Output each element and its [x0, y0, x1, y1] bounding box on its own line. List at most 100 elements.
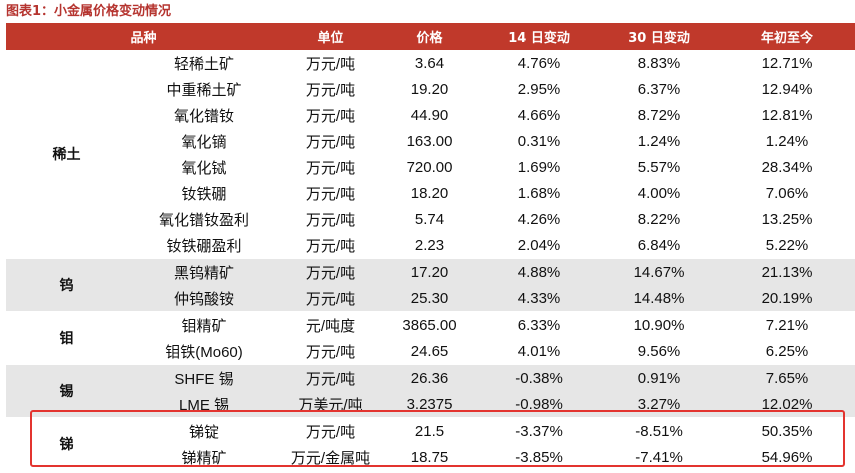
- item-name-cell: 锑锭: [127, 417, 282, 444]
- price-cell: 3865.00: [380, 311, 480, 338]
- table-row: LME 锡万美元/吨 3.2375 -0.98% 3.27% 12.02%: [6, 391, 855, 418]
- change-30d-cell: 4.00%: [637, 184, 681, 202]
- header-ytd-change: 年初至今: [719, 23, 855, 50]
- change-14d-cell: 1.68%: [517, 184, 561, 202]
- table-row: 钨黑钨精矿 万元/吨 17.20 4.88% 14.67% 21.13%: [6, 258, 855, 312]
- table-row: 锡 SHFE 锡万元/吨 26.36 -0.38% 0.91% 7.65%: [6, 364, 855, 418]
- header-unit: 单位: [281, 23, 381, 50]
- change-30d-cell: 6.84%: [637, 236, 681, 254]
- change-ytd-cell: 5.22%: [765, 236, 809, 254]
- price-cell: 2.23: [414, 236, 445, 254]
- change-14d-cell: -3.85%: [515, 448, 563, 466]
- header-variety: 品种: [6, 23, 282, 50]
- category-cell: 钨: [6, 258, 127, 312]
- item-name-cell: 钕铁硼: [181, 185, 227, 203]
- category-cell: 钼: [6, 311, 127, 365]
- table-row: 钕铁硼盈利 万元/吨 2.23 2.04% 6.84% 5.22%: [6, 232, 855, 259]
- unit-cell: 万美元/吨: [281, 391, 381, 418]
- change-30d-cell: 3.27%: [599, 391, 720, 418]
- change-ytd-cell: 12.02%: [719, 391, 855, 418]
- table-row: 氧化铽 万元/吨 720.00 1.69% 5.57% 28.34%: [6, 154, 855, 180]
- change-14d-cell: 4.26%: [517, 210, 561, 228]
- change-ytd-cell: 12.94%: [761, 80, 813, 98]
- change-14d-cell: -3.37%: [479, 417, 600, 444]
- price-cell: 24.65: [410, 342, 449, 360]
- price-cell: 5.74: [414, 210, 445, 228]
- item-name-cell: LME 锡: [127, 391, 282, 418]
- table-row: 锑锑锭 万元/吨 21.5 -3.37% -8.51% 50.35%: [6, 417, 855, 470]
- price-cell: 17.20: [380, 258, 480, 285]
- unit-cell: 万元/吨: [281, 285, 381, 312]
- unit-cell: 万元/吨: [305, 55, 356, 73]
- change-30d-cell: 14.67%: [599, 258, 720, 285]
- header-price: 价格: [380, 23, 480, 50]
- unit-cell: 万元/吨: [305, 343, 356, 361]
- item-name-cell: 轻稀土矿: [174, 55, 235, 73]
- change-30d-cell: -7.41%: [635, 448, 683, 466]
- table-row: 钕铁硼 万元/吨 18.20 1.68% 4.00% 7.06%: [6, 180, 855, 206]
- change-ytd-cell: 54.96%: [761, 448, 813, 466]
- item-name-cell: 锑精矿: [181, 449, 227, 467]
- change-30d-cell: 14.48%: [599, 285, 720, 312]
- change-14d-cell: 2.04%: [517, 236, 561, 254]
- change-30d-cell: -8.51%: [599, 417, 720, 444]
- item-name-cell: 中重稀土矿: [166, 81, 242, 99]
- change-14d-cell: 1.69%: [517, 158, 561, 176]
- price-cell: 163.00: [406, 132, 453, 150]
- change-ytd-cell: 7.06%: [765, 184, 809, 202]
- category-cell: 锑: [6, 417, 127, 470]
- change-14d-cell: -0.38%: [479, 364, 600, 391]
- category-cell: 锡: [6, 364, 127, 418]
- table-row: 稀土 轻稀土矿 万元/吨 3.64 4.76% 8.83% 12.71%: [6, 50, 855, 164]
- change-ytd-cell: 13.25%: [761, 210, 813, 228]
- change-14d-cell: -0.98%: [479, 391, 600, 418]
- header-30d-change: 30 日变动: [599, 23, 720, 50]
- unit-cell: 元/吨度: [281, 311, 381, 338]
- change-ytd-cell: 7.21%: [719, 311, 855, 338]
- unit-cell: 万元/吨: [305, 185, 356, 203]
- table-row: 钼铁(Mo60) 万元/吨 24.65 4.01% 9.56% 6.25%: [6, 338, 855, 365]
- unit-cell: 万元/吨: [281, 417, 381, 444]
- change-14d-cell: 4.01%: [517, 342, 561, 360]
- item-name-cell: 仲钨酸铵: [127, 285, 282, 312]
- unit-cell: 万元/吨: [281, 258, 381, 285]
- unit-cell: 万元/吨: [305, 211, 356, 229]
- change-14d-cell: 4.33%: [479, 285, 600, 312]
- item-name-cell: 氧化镝: [181, 133, 227, 151]
- change-30d-cell: 8.83%: [637, 54, 681, 72]
- unit-cell: 万元/吨: [305, 107, 356, 125]
- header-row: 品种 单位 价格 14 日变动 30 日变动 年初至今: [6, 23, 855, 50]
- price-cell: 720.00: [406, 158, 453, 176]
- item-name-cell: 钼精矿: [127, 311, 282, 338]
- price-cell: 3.2375: [380, 391, 480, 418]
- change-14d-cell: 4.76%: [517, 54, 561, 72]
- price-cell: 19.20: [410, 80, 449, 98]
- price-table: 品种 单位 价格 14 日变动 30 日变动 年初至今 稀土 轻稀土矿 万元/吨 3.…: [6, 23, 855, 470]
- change-ytd-cell: 28.34%: [761, 158, 813, 176]
- item-name-cell: 钼铁(Mo60): [165, 343, 243, 361]
- change-14d-cell: 4.88%: [479, 258, 600, 285]
- item-name-cell: 钕铁硼盈利: [166, 237, 242, 255]
- change-14d-cell: 0.31%: [517, 132, 561, 150]
- change-ytd-cell: 12.71%: [761, 54, 813, 72]
- change-ytd-cell: 20.19%: [719, 285, 855, 312]
- change-14d-cell: 2.95%: [517, 80, 561, 98]
- change-30d-cell: 5.57%: [637, 158, 681, 176]
- change-ytd-cell: 7.65%: [719, 364, 855, 391]
- change-30d-cell: 1.24%: [637, 132, 681, 150]
- unit-cell: 万元/吨: [305, 237, 356, 255]
- item-name-cell: 黑钨精矿: [127, 258, 282, 285]
- change-30d-cell: 8.22%: [637, 210, 681, 228]
- table-row: 仲钨酸铵 万元/吨 25.30 4.33% 14.48% 20.19%: [6, 285, 855, 312]
- unit-cell: 万元/金属吨: [290, 449, 371, 467]
- price-cell: 44.90: [410, 106, 449, 124]
- change-ytd-cell: 6.25%: [765, 342, 809, 360]
- table-row: 钼钼精矿 元/吨度 3865.00 6.33% 10.90% 7.21%: [6, 311, 855, 365]
- table-row: 锑精矿 万元/金属吨 18.75 -3.85% -7.41% 54.96%: [6, 444, 855, 470]
- change-ytd-cell: 12.81%: [761, 106, 813, 124]
- unit-cell: 万元/吨: [305, 81, 356, 99]
- price-cell: 26.36: [380, 364, 480, 391]
- unit-cell: 万元/吨: [281, 364, 381, 391]
- table-row: 中重稀土矿 万元/吨 19.20 2.95% 6.37% 12.94%: [6, 76, 855, 102]
- category-cell: 稀土: [52, 147, 81, 163]
